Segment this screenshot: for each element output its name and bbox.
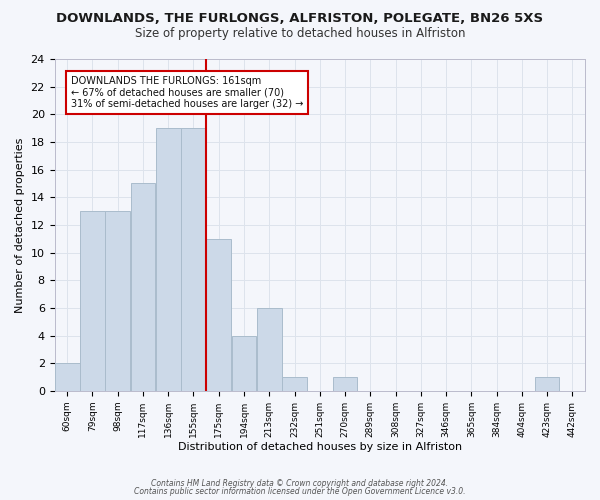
Text: Contains public sector information licensed under the Open Government Licence v3: Contains public sector information licen…	[134, 487, 466, 496]
X-axis label: Distribution of detached houses by size in Alfriston: Distribution of detached houses by size …	[178, 442, 462, 452]
Bar	[131, 184, 155, 391]
Text: Size of property relative to detached houses in Alfriston: Size of property relative to detached ho…	[135, 28, 465, 40]
Bar	[257, 308, 281, 391]
Bar	[332, 377, 358, 391]
Bar	[206, 239, 231, 391]
Bar	[181, 128, 206, 391]
Text: DOWNLANDS THE FURLONGS: 161sqm
← 67% of detached houses are smaller (70)
31% of : DOWNLANDS THE FURLONGS: 161sqm ← 67% of …	[71, 76, 304, 109]
Text: Contains HM Land Registry data © Crown copyright and database right 2024.: Contains HM Land Registry data © Crown c…	[151, 478, 449, 488]
Y-axis label: Number of detached properties: Number of detached properties	[15, 137, 25, 312]
Bar	[232, 336, 256, 391]
Bar	[80, 211, 105, 391]
Bar	[106, 211, 130, 391]
Bar	[282, 377, 307, 391]
Bar	[156, 128, 181, 391]
Bar	[535, 377, 559, 391]
Text: DOWNLANDS, THE FURLONGS, ALFRISTON, POLEGATE, BN26 5XS: DOWNLANDS, THE FURLONGS, ALFRISTON, POLE…	[56, 12, 544, 26]
Bar	[55, 363, 80, 391]
